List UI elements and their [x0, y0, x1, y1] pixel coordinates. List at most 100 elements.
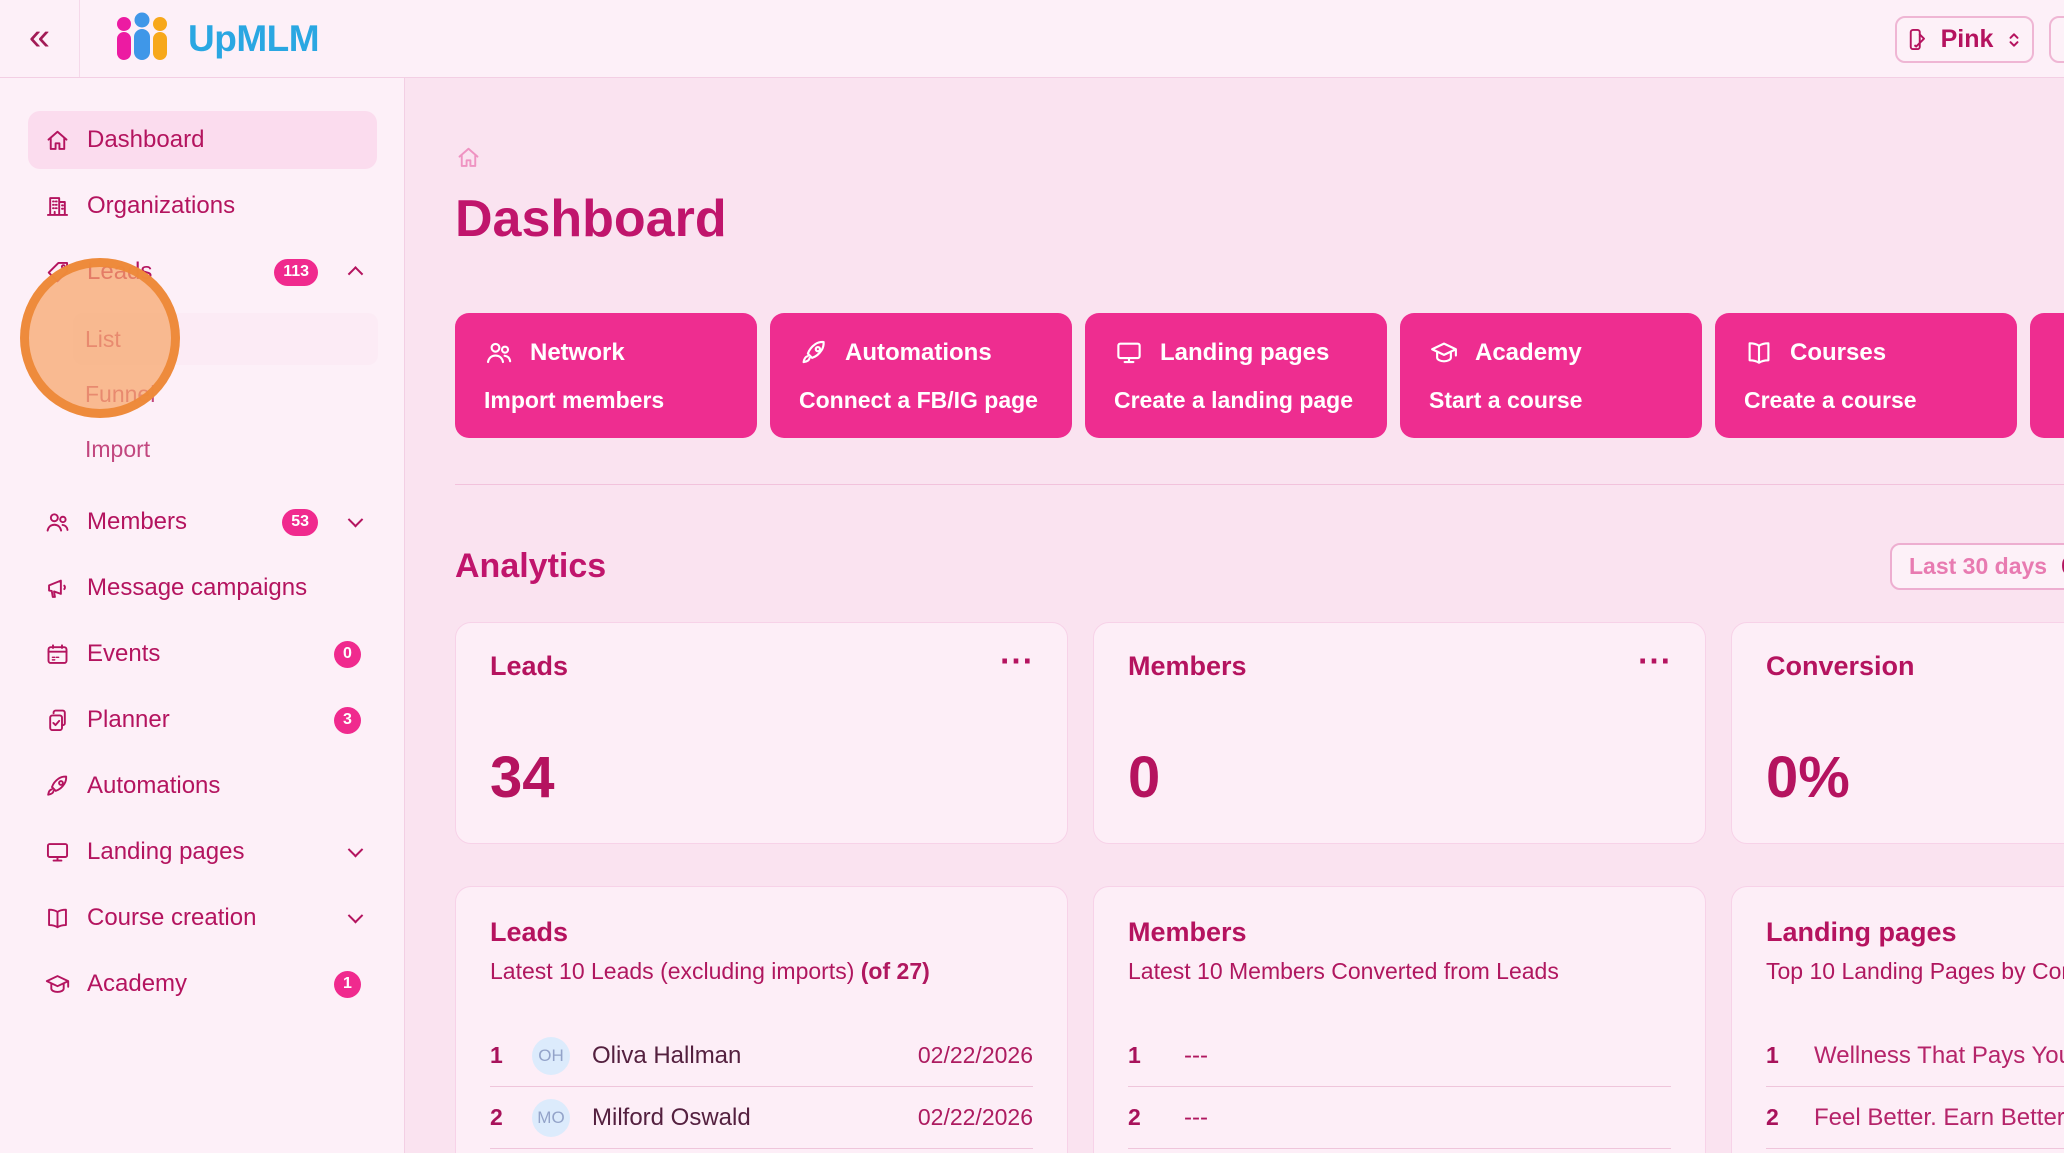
- quick-action-subtitle: Import members: [484, 387, 665, 413]
- sidebar-item-message-campaigns[interactable]: Message campaigns: [28, 559, 377, 617]
- graduation-cap-icon: [1429, 338, 1459, 368]
- landing-page-row[interactable]: 2 Feel Better. Earn Better.: [1766, 1087, 2064, 1149]
- tag-icon: [44, 259, 71, 286]
- sidebar-item-members[interactable]: Members 53: [28, 493, 377, 551]
- theme-selector-button[interactable]: Pink: [1895, 16, 2034, 63]
- quick-action-courses[interactable]: Courses Create a course: [1715, 313, 2017, 438]
- chevron-down-icon: [347, 907, 364, 923]
- sidebar-item-course-creation[interactable]: Course creation: [28, 889, 377, 947]
- sidebar-item-automations[interactable]: Automations: [28, 757, 377, 815]
- quick-action-title: Courses: [1790, 339, 1887, 366]
- landing-page-name: Feel Better. Earn Better.: [1814, 1103, 2064, 1131]
- book-icon: [1744, 338, 1774, 368]
- rocket-icon: [799, 338, 829, 368]
- monitor-icon: [44, 839, 71, 866]
- row-number: 1: [1766, 1042, 1779, 1068]
- row-number: 2: [1128, 1104, 1141, 1130]
- sidebar-subitem-funnel[interactable]: Funnel: [73, 368, 378, 420]
- sidebar-item-label: Dashboard: [87, 126, 205, 153]
- topbar: « UpMLM Pink: [0, 0, 2064, 78]
- avatar: OH: [532, 1036, 570, 1075]
- sidebar-item-leads[interactable]: Leads 113: [28, 243, 377, 301]
- list-card-leads: Leads Latest 10 Leads (excluding imports…: [455, 886, 1068, 1153]
- quick-action-subtitle: Create a course: [1744, 387, 1917, 413]
- lead-row[interactable]: 1 OH Oliva Hallman 02/22/2026: [490, 1025, 1033, 1087]
- quick-action-network[interactable]: Network Import members: [455, 313, 757, 438]
- list-card-title: Landing pages: [1766, 917, 1957, 947]
- sidebar-item-landing-pages[interactable]: Landing pages: [28, 823, 377, 881]
- updown-chevron-icon: [2003, 29, 2025, 51]
- quick-action-subtitle: Create a landing page: [1114, 387, 1354, 413]
- sidebar-item-label: Planner: [87, 706, 170, 733]
- sidebar-subitem-import[interactable]: Import: [73, 423, 378, 475]
- palette-icon: [1904, 26, 1931, 53]
- lead-name: Oliva Hallman: [592, 1041, 742, 1069]
- app-logo[interactable]: UpMLM: [110, 11, 320, 67]
- lead-row[interactable]: 2 MO Milford Oswald 02/22/2026: [490, 1087, 1033, 1149]
- leads-count-badge: 113: [274, 258, 318, 286]
- planner-icon: [44, 707, 71, 734]
- landing-page-name: Wellness That Pays You Back: [1814, 1041, 2064, 1069]
- quick-action-academy[interactable]: Academy Start a course: [1400, 313, 1702, 438]
- subitem-label: Import: [85, 435, 151, 462]
- subitem-label: List: [85, 325, 121, 352]
- sidebar-item-organizations[interactable]: Organizations: [28, 177, 377, 235]
- breadcrumb-home-icon[interactable]: [455, 144, 482, 171]
- quick-actions-row: Network Import members Automations Conne…: [455, 313, 2064, 438]
- quick-action-subtitle: Connect a FB/IG page: [799, 387, 1038, 413]
- row-number: 1: [1128, 1042, 1141, 1068]
- academy-count-badge: 1: [334, 970, 361, 998]
- list-card-title: Leads: [490, 917, 569, 947]
- sidebar-item-dashboard[interactable]: Dashboard: [28, 111, 377, 169]
- logo-people-icon: [110, 11, 174, 67]
- stat-title: Members: [1128, 651, 1247, 681]
- row-number: 2: [490, 1104, 503, 1130]
- theme-label: Pink: [1940, 25, 1994, 53]
- sidebar-item-planner[interactable]: Planner 3: [28, 691, 377, 749]
- member-placeholder: ---: [1184, 1041, 1208, 1069]
- members-count-badge: 53: [282, 508, 318, 536]
- partial-edge-button[interactable]: [2049, 16, 2064, 63]
- sidebar-item-label: Course creation: [87, 904, 257, 931]
- ellipsis-menu-icon[interactable]: ⋯: [999, 642, 1033, 680]
- sidebar: Dashboard Organizations Leads 113 List F…: [0, 78, 405, 1153]
- quick-action-partial[interactable]: [2030, 313, 2064, 438]
- stat-value: 0: [1128, 745, 1161, 810]
- planner-count-badge: 3: [334, 706, 361, 734]
- member-row[interactable]: 2 ---: [1128, 1087, 1671, 1149]
- graduation-cap-icon: [44, 971, 71, 998]
- calendar-icon: [44, 641, 71, 668]
- sidebar-subitem-list[interactable]: List: [73, 313, 378, 365]
- stat-title: Conversion: [1766, 651, 1915, 681]
- lead-date: 02/22/2026: [917, 1104, 1033, 1130]
- megaphone-icon: [44, 575, 71, 602]
- quick-action-landing-pages[interactable]: Landing pages Create a landing page: [1085, 313, 1387, 438]
- list-card-subtitle: Latest 10 Members Converted from Leads: [1128, 958, 1559, 984]
- home-icon: [44, 127, 71, 154]
- sidebar-item-events[interactable]: Events 0: [28, 625, 377, 683]
- sidebar-item-academy[interactable]: Academy 1: [28, 955, 377, 1013]
- chevron-down-icon: [347, 511, 364, 527]
- sidebar-item-label: Landing pages: [87, 838, 245, 865]
- member-row[interactable]: 1 ---: [1128, 1025, 1671, 1087]
- date-range-select[interactable]: Last 30 days 01/2: [1890, 543, 2064, 590]
- subitem-label: Funnel: [85, 380, 156, 407]
- stat-card-leads: Leads ⋯ 34: [455, 622, 1068, 844]
- lists-row: Leads Latest 10 Leads (excluding imports…: [455, 886, 2064, 1153]
- ellipsis-menu-icon[interactable]: ⋯: [1637, 642, 1671, 680]
- analytics-title: Analytics: [455, 547, 607, 585]
- partial-icon: [2059, 338, 2064, 368]
- stat-value: 34: [490, 745, 555, 810]
- page-title: Dashboard: [455, 190, 727, 248]
- date-range-value: 01/2: [2061, 553, 2064, 581]
- list-card-landing-pages: Landing pages Top 10 Landing Pages by Co…: [1731, 886, 2064, 1153]
- people-icon: [484, 338, 514, 368]
- quick-action-automations[interactable]: Automations Connect a FB/IG page: [770, 313, 1072, 438]
- stat-title: Leads: [490, 651, 569, 681]
- chevron-up-icon: [347, 265, 364, 282]
- member-placeholder: ---: [1184, 1103, 1208, 1131]
- lead-date: 02/22/2026: [917, 1042, 1033, 1068]
- sidebar-item-label: Automations: [87, 772, 221, 799]
- sidebar-collapse-button[interactable]: «: [0, 0, 80, 77]
- landing-page-row[interactable]: 1 Wellness That Pays You Back: [1766, 1025, 2064, 1087]
